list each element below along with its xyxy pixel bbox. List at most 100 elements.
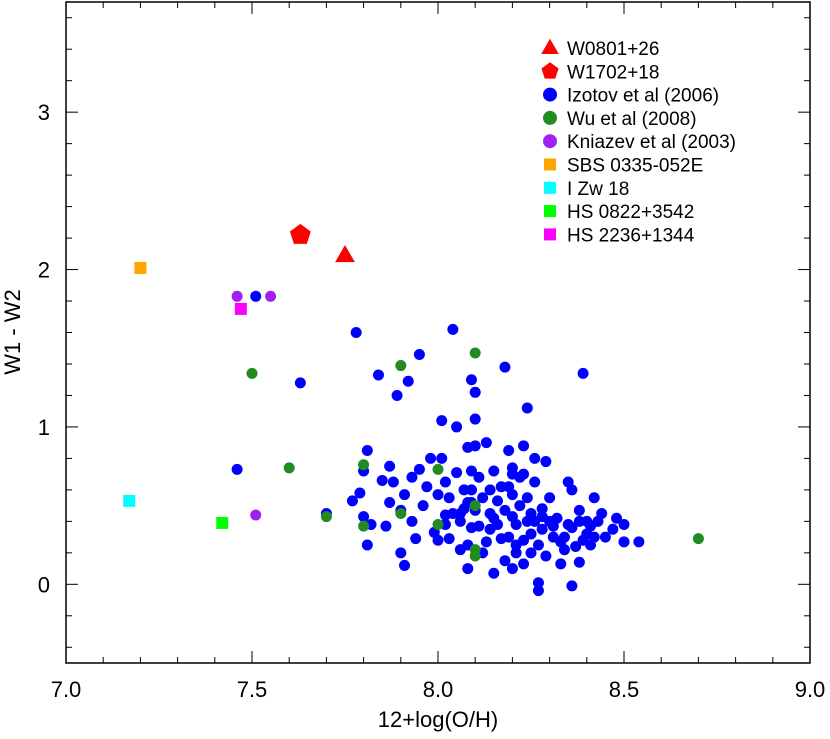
legend-label: Izotov et al (2006)	[567, 86, 719, 107]
legend-label: HS 2236+1344	[567, 225, 695, 246]
point-izotov-et-al-2006	[506, 563, 518, 575]
point-izotov-et-al-2006	[611, 512, 623, 524]
point-wu-et-al-2008	[320, 511, 332, 523]
point-izotov-et-al-2006	[361, 539, 373, 551]
point-izotov-et-al-2006	[521, 402, 533, 414]
y-tick-label: 3	[38, 100, 50, 125]
point-izotov-et-al-2006	[510, 539, 522, 551]
point-izotov-et-al-2006	[380, 520, 392, 532]
point-wu-et-al-2008	[432, 519, 444, 531]
point-wu-et-al-2008	[283, 462, 295, 474]
point-izotov-et-al-2006	[413, 463, 425, 475]
x-tick-label: 7.5	[237, 677, 268, 702]
legend-marker	[544, 205, 556, 218]
point-izotov-et-al-2006	[532, 539, 544, 551]
point-hs-2236-1344	[234, 302, 247, 315]
point-izotov-et-al-2006	[384, 460, 396, 472]
point-izotov-et-al-2006	[402, 375, 414, 387]
point-izotov-et-al-2006	[596, 507, 608, 519]
point-izotov-et-al-2006	[503, 481, 515, 493]
point-hs-0822-3542	[216, 516, 229, 529]
point-izotov-et-al-2006	[547, 520, 559, 532]
legend-marker	[544, 228, 556, 241]
point-izotov-et-al-2006	[421, 481, 433, 493]
point-izotov-et-al-2006	[484, 484, 496, 496]
point-izotov-et-al-2006	[354, 487, 366, 499]
point-w1702-18	[289, 223, 311, 244]
point-izotov-et-al-2006	[391, 389, 403, 401]
point-izotov-et-al-2006	[536, 511, 548, 523]
point-wu-et-al-2008	[432, 463, 444, 475]
x-tick-label: 8.5	[609, 677, 640, 702]
point-izotov-et-al-2006	[585, 520, 597, 532]
point-izotov-et-al-2006	[294, 377, 306, 389]
point-izotov-et-al-2006	[488, 567, 500, 579]
point-izotov-et-al-2006	[417, 500, 429, 512]
point-izotov-et-al-2006	[477, 492, 489, 504]
point-izotov-et-al-2006	[618, 536, 630, 548]
legend-marker	[544, 158, 556, 171]
point-izotov-et-al-2006	[503, 531, 515, 543]
point-izotov-et-al-2006	[525, 547, 537, 559]
y-tick-label: 2	[38, 258, 50, 283]
y-axis-label: W1 - W2	[0, 289, 25, 375]
point-izotov-et-al-2006	[451, 467, 463, 479]
legend-label: Wu et al (2008)	[567, 109, 697, 130]
point-izotov-et-al-2006	[231, 463, 243, 475]
point-izotov-et-al-2006	[465, 484, 477, 496]
point-izotov-et-al-2006	[599, 531, 611, 543]
point-izotov-et-al-2006	[499, 504, 511, 516]
point-wu-et-al-2008	[358, 459, 370, 471]
point-izotov-et-al-2006	[350, 327, 362, 338]
point-izotov-et-al-2006	[406, 471, 418, 483]
point-izotov-et-al-2006	[532, 577, 544, 589]
point-izotov-et-al-2006	[514, 500, 526, 512]
plot-marks	[123, 223, 704, 597]
point-izotov-et-al-2006	[376, 474, 388, 486]
point-izotov-et-al-2006	[518, 558, 530, 570]
point-izotov-et-al-2006	[558, 531, 570, 543]
point-izotov-et-al-2006	[566, 580, 578, 592]
legend-marker	[544, 181, 556, 194]
legend-label: SBS 0335-052E	[567, 156, 703, 177]
point-izotov-et-al-2006	[395, 547, 407, 559]
point-izotov-et-al-2006	[451, 421, 463, 433]
point-izotov-et-al-2006	[558, 544, 570, 556]
y-tick-label: 0	[38, 572, 50, 597]
point-izotov-et-al-2006	[469, 440, 481, 452]
point-izotov-et-al-2006	[432, 534, 444, 546]
point-izotov-et-al-2006	[570, 541, 582, 553]
point-izotov-et-al-2006	[499, 361, 511, 373]
point-izotov-et-al-2006	[488, 512, 500, 524]
point-wu-et-al-2008	[358, 520, 370, 532]
point-izotov-et-al-2006	[406, 515, 418, 527]
point-izotov-et-al-2006	[525, 512, 537, 524]
legend-label: I Zw 18	[567, 179, 629, 200]
point-sbs-0335-052e	[134, 261, 147, 274]
x-tick-label: 7.0	[51, 677, 82, 702]
point-kniazev-et-al-2003	[265, 290, 277, 302]
point-izotov-et-al-2006	[536, 523, 548, 535]
point-izotov-et-al-2006	[577, 367, 589, 379]
point-izotov-et-al-2006	[536, 503, 548, 515]
point-wu-et-al-2008	[246, 367, 258, 379]
point-izotov-et-al-2006	[503, 445, 515, 457]
x-tick-label: 8.0	[423, 677, 454, 702]
point-izotov-et-al-2006	[480, 437, 492, 449]
legend-label: W0801+26	[567, 39, 659, 60]
point-wu-et-al-2008	[395, 360, 407, 372]
point-izotov-et-al-2006	[399, 489, 411, 501]
y-tick-label: 1	[38, 415, 50, 440]
point-izotov-et-al-2006	[555, 558, 567, 570]
point-izotov-et-al-2006	[544, 492, 556, 504]
point-izotov-et-al-2006	[480, 536, 492, 548]
point-izotov-et-al-2006	[525, 528, 537, 540]
point-izotov-et-al-2006	[462, 563, 474, 575]
point-izotov-et-al-2006	[436, 415, 448, 427]
point-izotov-et-al-2006	[510, 519, 522, 531]
point-izotov-et-al-2006	[518, 468, 530, 480]
point-izotov-et-al-2006	[439, 476, 451, 488]
point-wu-et-al-2008	[395, 507, 407, 519]
point-w0801-26	[335, 245, 355, 263]
